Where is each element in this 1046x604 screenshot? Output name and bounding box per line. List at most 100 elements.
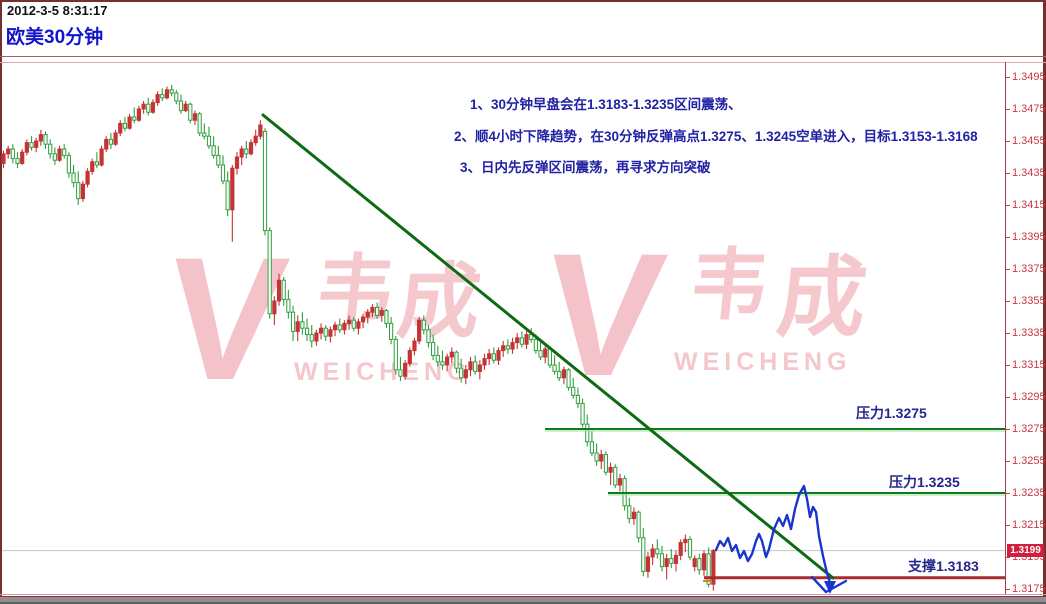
candle-body	[575, 394, 581, 404]
axis-price-label: 1.3255	[1012, 455, 1046, 467]
candle-body	[314, 332, 319, 342]
candle-body	[192, 113, 198, 121]
annotation-3: 3、日内先反弹区间震荡，再寻求方向突破	[460, 160, 711, 175]
candle-body	[351, 319, 356, 329]
candle-body	[281, 279, 286, 300]
candle-body	[267, 230, 272, 315]
candle-body	[594, 452, 599, 462]
candle-body	[323, 327, 328, 337]
axis-price-label: 1.3335	[1012, 327, 1046, 339]
candle-body	[52, 153, 57, 161]
candle-body	[248, 142, 254, 155]
candle-body	[113, 132, 118, 145]
candle-body	[631, 511, 637, 520]
candle-body	[169, 89, 174, 94]
axis-tick	[1005, 493, 1010, 494]
support-label: 支撑1.3183	[908, 558, 979, 574]
candle-body	[692, 558, 697, 568]
candle-body	[440, 361, 445, 366]
timestamp: 2012-3-5 8:31:17	[7, 3, 108, 18]
candle-body	[286, 298, 291, 313]
axis-price-label: 1.3455	[1012, 135, 1046, 147]
candle-body	[487, 353, 492, 360]
candle-body	[454, 351, 459, 369]
candle-body	[43, 134, 48, 145]
candle-body	[365, 311, 370, 318]
candle-body	[202, 132, 207, 137]
current-price-badge: 1.3199	[1007, 544, 1044, 558]
candle-body	[501, 345, 506, 352]
candle-body	[673, 554, 679, 564]
candle-body	[34, 140, 39, 148]
candle-body	[650, 548, 655, 558]
candle-body	[477, 364, 482, 372]
candle-body	[239, 148, 244, 158]
candle-body	[62, 148, 67, 156]
candle-body	[571, 386, 576, 396]
axis-price-label: 1.3295	[1012, 391, 1046, 403]
candle-body	[617, 478, 623, 486]
candle-body	[524, 334, 529, 345]
candle-body	[659, 553, 665, 568]
candle-body	[435, 354, 440, 363]
candle-body	[384, 310, 389, 324]
axis-price-label: 1.3495	[1012, 71, 1046, 83]
candle-body	[346, 319, 352, 324]
axis-price-label: 1.3175	[1012, 583, 1046, 595]
candle-body	[122, 122, 128, 129]
candle-body	[155, 94, 160, 104]
axis-price-label: 1.3275	[1012, 423, 1046, 435]
candle-body	[290, 311, 296, 332]
candle-body	[71, 172, 76, 184]
axis-tick	[1005, 589, 1010, 590]
candle-body	[482, 358, 487, 366]
candle-body	[211, 145, 216, 156]
candle-body	[603, 454, 609, 473]
axis-price-label: 1.3235	[1012, 487, 1046, 499]
candle-body	[697, 558, 702, 571]
candle-body	[711, 550, 716, 585]
candle-body	[473, 361, 478, 372]
candle-body	[403, 362, 408, 377]
candle-body	[505, 345, 510, 350]
candle-body	[318, 327, 324, 334]
candle-body	[412, 340, 417, 352]
axis-tick	[1005, 269, 1010, 270]
axis-tick	[1005, 397, 1010, 398]
candle-body	[220, 164, 226, 182]
resistance-label-1: 压力1.3275	[856, 405, 927, 421]
candle-body	[146, 103, 151, 113]
candle-body	[262, 130, 268, 232]
price-axis-line	[1005, 62, 1006, 595]
axis-tick	[1005, 429, 1010, 430]
axis-tick	[1005, 237, 1010, 238]
candle-body	[342, 322, 347, 331]
chart-frame-top	[0, 62, 1046, 63]
candle-body	[29, 142, 34, 148]
candle-body	[468, 361, 473, 371]
candle-body	[552, 364, 557, 372]
candle-body	[225, 180, 230, 211]
candle-body	[449, 351, 454, 358]
candle-body	[417, 319, 422, 342]
candle-body	[141, 103, 146, 110]
candle-body	[389, 322, 394, 340]
candle-body	[66, 154, 71, 174]
candle-body	[197, 113, 202, 134]
candle-body	[304, 327, 310, 336]
axis-tick	[1005, 109, 1010, 110]
candle-body	[258, 124, 263, 137]
candle-body	[547, 348, 552, 366]
candle-body	[76, 182, 81, 200]
bottom-scrollbar[interactable]	[0, 597, 1046, 604]
candle-body	[85, 170, 90, 185]
candle-body	[557, 370, 562, 379]
projection-tail	[810, 575, 848, 594]
candle-body	[678, 542, 683, 556]
candle-body	[683, 538, 688, 544]
candle-body	[589, 441, 595, 454]
axis-price-label: 1.3315	[1012, 359, 1046, 371]
candle-body	[636, 511, 641, 539]
axis-price-label: 1.3435	[1012, 167, 1046, 179]
